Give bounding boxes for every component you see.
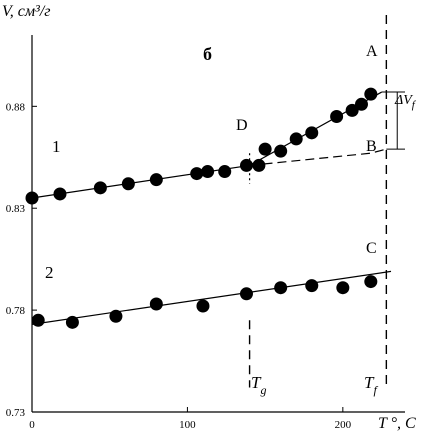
series-1-point — [149, 173, 163, 187]
series-1-point — [239, 158, 253, 172]
series-2-point — [239, 287, 253, 301]
y-tick-label: 0.78 — [6, 305, 26, 317]
series-1-point — [330, 110, 344, 124]
y-tick-label: 0.73 — [6, 407, 26, 419]
series-1-point — [364, 87, 378, 101]
chart-title: б — [203, 44, 212, 64]
series-1-point — [25, 191, 39, 205]
series-2-label: 2 — [45, 263, 54, 282]
x-tick-label: 100 — [179, 419, 196, 431]
series-2-point — [274, 281, 288, 295]
tg-label: Tg — [251, 373, 266, 397]
label-C: C — [366, 240, 377, 257]
label-A: A — [366, 43, 378, 60]
series-1-fit-line — [31, 91, 382, 199]
x-tick-label: 0 — [29, 419, 35, 431]
series-1-point — [345, 103, 359, 117]
series-1-point — [53, 187, 67, 201]
tf-label: Tf — [364, 373, 378, 397]
series-2-point — [196, 299, 210, 313]
series-1-point — [93, 181, 107, 195]
delta-v-label: ΔVf — [394, 93, 417, 111]
series-group — [25, 87, 392, 329]
series-2-point — [31, 313, 45, 327]
series-1-point — [274, 144, 288, 158]
series-2-point — [149, 297, 163, 311]
series-1-point — [201, 165, 215, 179]
series-1-point — [252, 158, 266, 172]
y-axis-label: V, см³/г — [2, 3, 51, 20]
series-1-point — [354, 97, 368, 111]
series-2-point — [65, 315, 79, 329]
label-D: D — [236, 117, 248, 134]
x-axis-label: T °, C — [378, 415, 416, 432]
label-B: B — [366, 138, 377, 155]
series-2-point — [364, 275, 378, 289]
series-2-point — [109, 309, 123, 323]
series-1-point — [190, 167, 204, 181]
series-1-point — [121, 177, 135, 191]
series-1-label: 1 — [52, 137, 61, 156]
series-1-point — [258, 142, 272, 156]
axis-ticks: 0 100 200 0.73 0.78 0.83 0.88 — [6, 101, 352, 431]
series-2-point — [305, 279, 319, 293]
y-tick-label: 0.83 — [6, 203, 26, 215]
series-2-point — [336, 281, 350, 295]
series-1-point — [289, 132, 303, 146]
series-2-fit-line — [31, 270, 392, 325]
x-tick-label: 200 — [335, 419, 352, 431]
series-1-point — [218, 165, 232, 179]
extrapolation-line — [249, 148, 387, 167]
y-tick-label: 0.88 — [6, 101, 26, 113]
series-1-point — [305, 126, 319, 140]
